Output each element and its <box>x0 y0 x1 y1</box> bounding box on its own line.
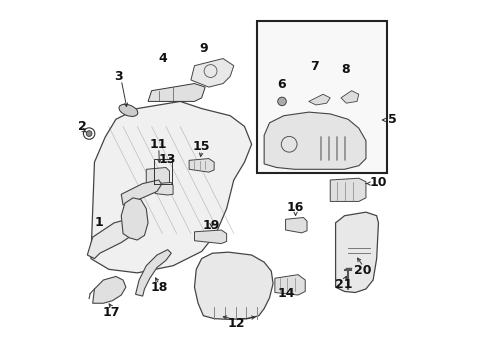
Polygon shape <box>121 180 162 205</box>
Polygon shape <box>194 230 226 244</box>
Text: 2: 2 <box>78 120 87 133</box>
Polygon shape <box>274 275 305 295</box>
Text: 10: 10 <box>369 176 386 189</box>
Ellipse shape <box>119 104 138 116</box>
Polygon shape <box>190 59 233 87</box>
Text: 3: 3 <box>114 70 123 83</box>
Text: 11: 11 <box>149 138 166 151</box>
Polygon shape <box>148 84 205 102</box>
Bar <box>257 21 386 173</box>
Text: 21: 21 <box>334 278 352 291</box>
Circle shape <box>86 131 92 136</box>
Text: 14: 14 <box>277 287 295 300</box>
Text: 20: 20 <box>354 264 371 276</box>
Text: 18: 18 <box>150 282 168 294</box>
Text: 9: 9 <box>199 42 207 55</box>
Polygon shape <box>340 91 358 103</box>
Text: 16: 16 <box>286 201 303 214</box>
Text: 7: 7 <box>309 60 318 73</box>
Text: 1: 1 <box>95 216 103 229</box>
Text: 8: 8 <box>340 63 349 76</box>
Polygon shape <box>91 102 251 273</box>
Polygon shape <box>335 212 378 293</box>
Circle shape <box>277 97 285 106</box>
Text: 5: 5 <box>387 113 396 126</box>
Text: 12: 12 <box>227 317 245 330</box>
Polygon shape <box>264 112 365 169</box>
Text: 19: 19 <box>203 219 220 232</box>
Text: 6: 6 <box>277 78 286 91</box>
Polygon shape <box>146 167 169 185</box>
Text: 15: 15 <box>192 140 210 153</box>
Text: 13: 13 <box>159 153 176 166</box>
Text: 17: 17 <box>102 306 120 319</box>
Polygon shape <box>93 276 125 303</box>
Polygon shape <box>285 217 306 233</box>
Polygon shape <box>308 94 329 105</box>
Polygon shape <box>189 158 214 172</box>
Polygon shape <box>121 198 148 240</box>
Polygon shape <box>194 252 272 319</box>
Text: 4: 4 <box>158 52 166 65</box>
Polygon shape <box>135 249 171 296</box>
Polygon shape <box>155 183 173 195</box>
Polygon shape <box>329 178 365 202</box>
Polygon shape <box>87 217 141 258</box>
